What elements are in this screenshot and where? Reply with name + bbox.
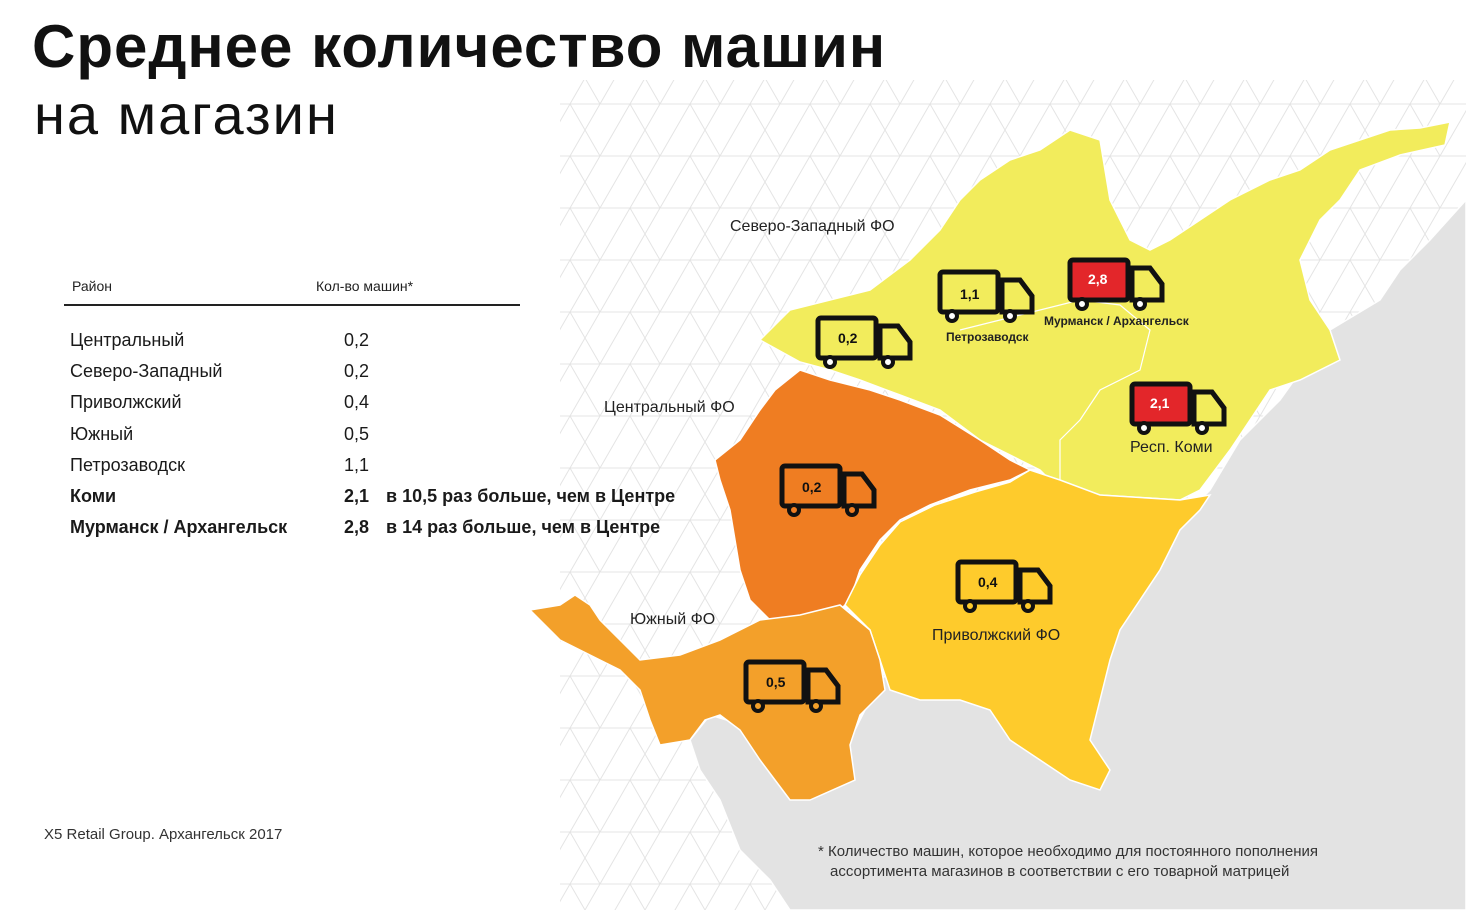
row-name: Петрозаводск [70,454,186,475]
truck-icon-murmansk: 2,8 [1067,257,1165,311]
truck-icon-komi: 2,1 [1129,381,1227,435]
table-header: Район Кол-во машин* [72,278,413,294]
label-south: Южный ФО [630,611,715,628]
truck-icon-volga: 0,4 [955,559,1053,613]
row-name: Мурманск / Архангельск [70,517,288,538]
column-header-count: Кол-во машин* [316,278,414,294]
column-header-region: Район [72,278,112,294]
truck-icon-central: 0,2 [779,463,877,517]
truck-icon-south: 0,5 [743,659,841,713]
row-name: Южный [70,423,134,444]
row-value: 2,8 [344,517,370,538]
row-name: Коми [70,485,117,506]
label-central: Центральный ФО [604,399,735,416]
truck-value: 2,1 [1150,395,1170,411]
truck-value: 0,2 [838,330,858,346]
truck-icon-petrozavodsk: 1,1 [937,269,1035,323]
row-value: 0,2 [344,361,370,382]
truck-icon-north-west: 0,2 [815,315,913,369]
truck-value: 0,4 [978,574,998,590]
label-komi: Респ. Коми [1130,439,1213,456]
row-value: 2,1 [344,485,370,506]
truck-value: 0,2 [802,479,822,495]
row-name: Северо-Западный [70,361,223,382]
source-caption: X5 Retail Group. Архангельск 2017 [44,826,283,843]
row-note: в 14 раз больше, чем в Центре [386,517,661,538]
label-petrozavodsk: Петрозаводск [946,330,1030,344]
truck-value: 0,5 [766,674,786,690]
footnote-line: * Количество машин, которое необходимо д… [818,843,1319,860]
region-south [528,594,886,801]
label-murmansk: Мурманск / Архангельск [1044,314,1190,328]
row-value: 1,1 [344,454,370,475]
table-divider [64,304,520,306]
truck-value: 1,1 [960,286,980,302]
row-name: Центральный [70,330,185,350]
footnote: * Количество машин, которое необходимо д… [818,842,1318,882]
region-volga [844,469,1212,791]
row-value: 0,5 [344,423,370,444]
row-value: 0,4 [344,392,370,413]
row-note: в 10,5 раз больше, чем в Центре [386,485,676,506]
row-value: 0,2 [344,330,370,350]
row-name: Приволжский [70,392,182,413]
page-subtitle: на магазин [34,83,339,146]
label-volga: Приволжский ФО [932,627,1060,644]
footnote-line: ассортимента магазинов в соответствии с … [830,863,1290,880]
label-north-west: Северо-Западный ФО [730,218,895,235]
page-title: Среднее количество машин [32,13,887,80]
truck-value: 2,8 [1088,271,1108,287]
